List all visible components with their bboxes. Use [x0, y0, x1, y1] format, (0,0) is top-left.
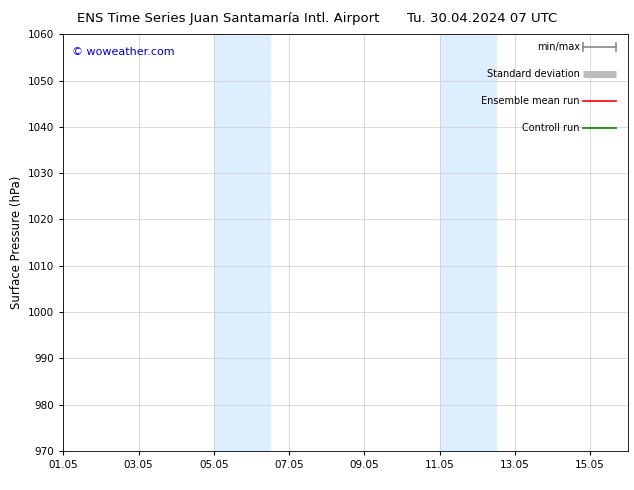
- Text: Tu. 30.04.2024 07 UTC: Tu. 30.04.2024 07 UTC: [407, 12, 557, 25]
- Text: Standard deviation: Standard deviation: [487, 69, 579, 79]
- Text: © woweather.com: © woweather.com: [72, 47, 174, 57]
- Text: min/max: min/max: [537, 42, 579, 52]
- Text: ENS Time Series Juan Santamaría Intl. Airport: ENS Time Series Juan Santamaría Intl. Ai…: [77, 12, 379, 25]
- Y-axis label: Surface Pressure (hPa): Surface Pressure (hPa): [10, 176, 23, 309]
- Text: Ensemble mean run: Ensemble mean run: [481, 96, 579, 106]
- Bar: [439, 34, 496, 451]
- Bar: [214, 34, 270, 451]
- Text: Controll run: Controll run: [522, 123, 579, 133]
